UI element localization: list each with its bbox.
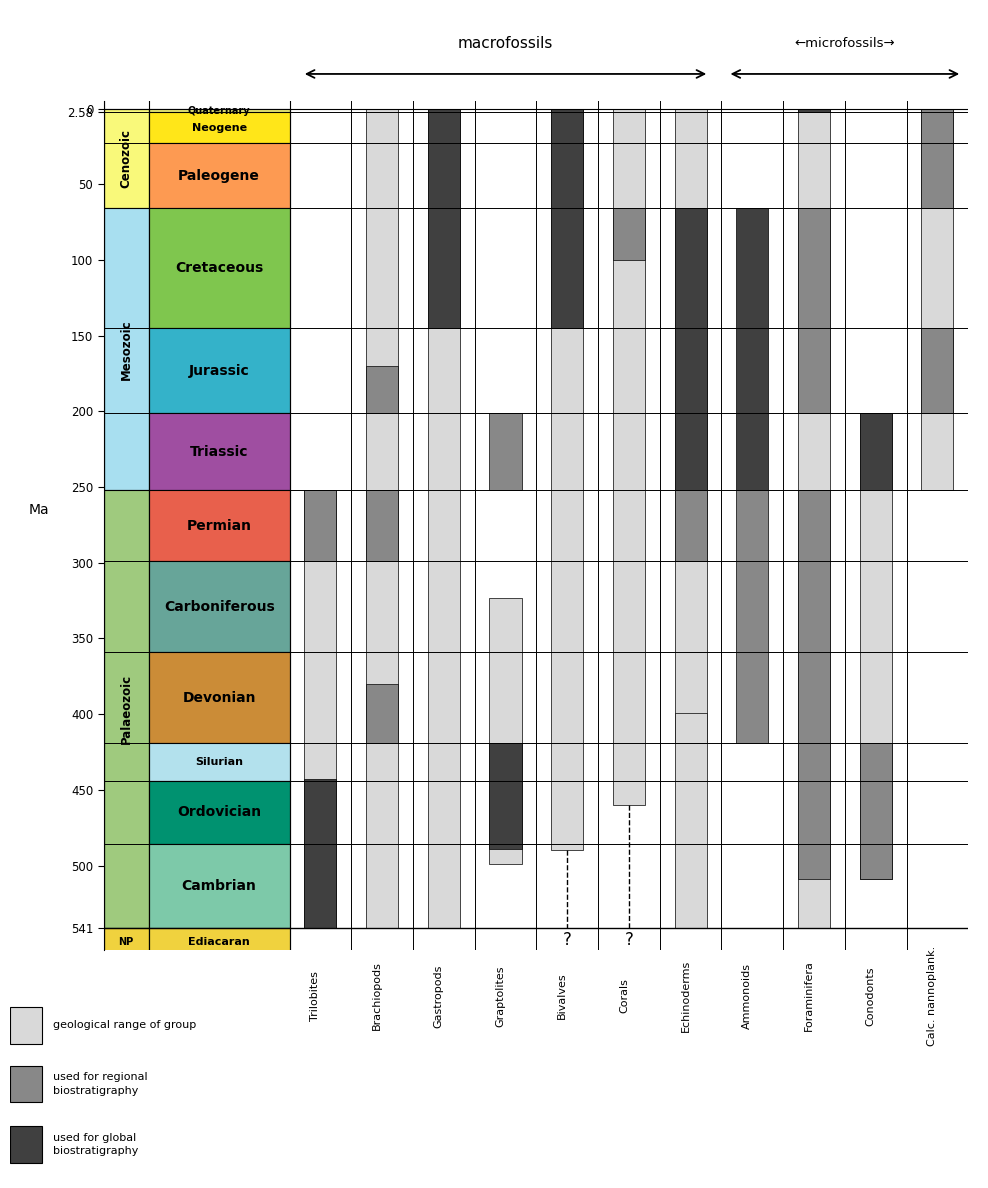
Bar [489,598,522,864]
Text: macrofossils: macrofossils [457,36,553,51]
Bar [104,108,148,208]
Bar [798,491,830,742]
Bar [104,928,148,956]
Bar [551,108,583,208]
Text: Permian: Permian [187,518,252,532]
Bar [613,208,645,260]
Text: Ordovician: Ordovician [177,805,261,819]
Bar [675,491,706,561]
Bar [304,491,337,928]
Text: Mesozoic: Mesozoic [120,318,132,379]
Text: Calc. nannoplank.: Calc. nannoplank. [928,946,938,1045]
Text: Ma: Ma [29,503,49,517]
Text: Quaternary: Quaternary [188,106,251,115]
Bar [148,781,289,843]
Text: Graptolites: Graptolites [496,965,506,1026]
Bar [148,113,289,144]
Bar [922,108,953,491]
Text: Devonian: Devonian [183,690,256,704]
Bar [148,744,289,781]
Bar [675,713,706,742]
Bar [104,489,148,928]
Text: Palaeozoic: Palaeozoic [120,674,132,744]
Text: Silurian: Silurian [196,757,243,767]
Bar [736,491,769,742]
Text: Triassic: Triassic [190,444,248,459]
Text: ←microfossils→: ←microfossils→ [794,37,895,50]
Text: Corals: Corals [618,979,629,1013]
Bar [675,208,706,491]
Bar [148,328,289,413]
Text: Echinoderms: Echinoderms [681,960,691,1032]
Bar [148,489,289,561]
Bar [922,328,953,413]
Bar [367,108,398,928]
Bar [428,108,459,928]
Bar [148,928,289,956]
Bar [860,742,892,879]
Text: Ediacaran: Ediacaran [189,937,250,947]
Text: Ammonoids: Ammonoids [742,962,752,1029]
Bar [148,413,289,489]
Bar [736,208,769,491]
Text: ?: ? [624,931,633,949]
Text: Jurassic: Jurassic [189,364,250,378]
Text: Trilobites: Trilobites [310,971,320,1020]
Bar [367,684,398,742]
Bar [551,108,583,851]
Bar [428,208,459,328]
Bar [798,208,830,413]
Bar [104,208,148,489]
Text: geological range of group: geological range of group [52,1020,196,1030]
Bar [798,742,830,879]
Bar [10,1126,41,1163]
Bar [148,208,289,328]
Text: Bivalves: Bivalves [557,973,567,1019]
Text: Cretaceous: Cretaceous [175,261,263,276]
Bar [860,413,892,879]
Text: Cenozoic: Cenozoic [120,129,132,188]
Bar [922,108,953,208]
Bar [675,108,706,928]
Text: used for global
biostratigraphy: used for global biostratigraphy [52,1133,138,1156]
Bar [10,1006,41,1043]
Text: Cambrian: Cambrian [182,879,257,892]
Text: NP: NP [119,937,133,947]
Text: ?: ? [563,931,572,949]
Bar [304,491,337,561]
Bar [798,108,830,113]
Bar [489,413,522,491]
Text: Neogene: Neogene [192,122,247,133]
Bar [428,108,459,208]
Text: Conodonts: Conodonts [865,966,875,1025]
Bar [489,742,522,849]
Bar [148,108,289,113]
Bar [367,491,398,561]
Text: Foraminifera: Foraminifera [804,960,814,1031]
Bar [148,561,289,652]
Bar [798,108,830,928]
Text: Gastropods: Gastropods [434,965,444,1028]
Bar [148,144,289,208]
Bar [860,413,892,491]
Text: Brachiopods: Brachiopods [372,961,382,1030]
Bar [367,366,398,413]
Bar [148,652,289,744]
Text: used for regional
biostratigraphy: used for regional biostratigraphy [52,1073,147,1095]
Text: Carboniferous: Carboniferous [164,600,275,613]
Bar [10,1066,41,1102]
Bar [551,208,583,328]
Bar [613,108,645,805]
Bar [148,843,289,928]
Text: Paleogene: Paleogene [178,169,260,183]
Bar [304,779,337,928]
